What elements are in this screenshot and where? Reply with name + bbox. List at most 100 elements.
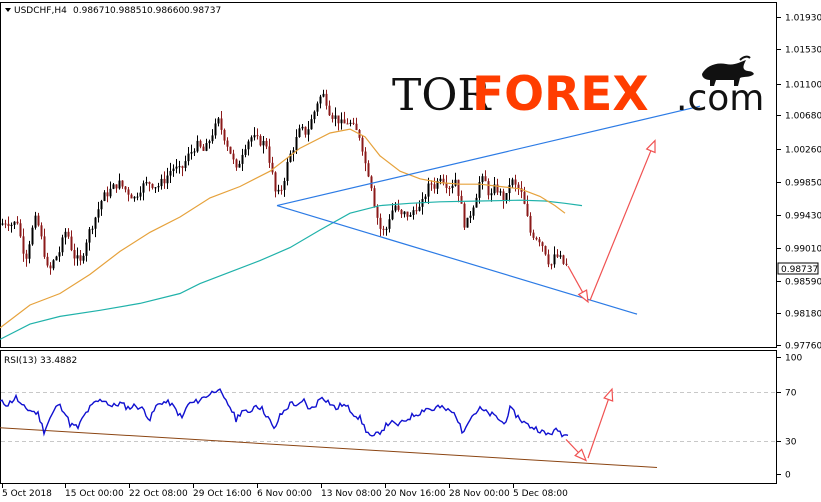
time-tick-8: 28 Nov 00:00: [449, 489, 510, 499]
price-trendline-1: [276, 105, 701, 207]
candle-body: [451, 185, 454, 189]
price-panel-frame: [0, 2, 777, 348]
last-price-label: 0.98737: [781, 265, 818, 275]
candle-body: [427, 183, 430, 197]
candle-body: [250, 137, 253, 142]
candle-body: [535, 237, 538, 240]
candle-body: [76, 255, 79, 259]
candle-body: [244, 149, 247, 155]
candle-body: [289, 153, 292, 162]
rsi-tick-0: 0: [785, 471, 791, 481]
candle-body: [139, 192, 142, 197]
candle-body: [310, 119, 313, 130]
price-tick-1: 1.01930: [785, 14, 821, 24]
rsi-forecast-arrow-1-shaft: [565, 438, 579, 453]
rsi-trendline-1: [0, 427, 658, 468]
close-value: 0.98737: [184, 6, 221, 16]
collapse-triangle-icon[interactable]: [5, 8, 11, 12]
trendlines-layer: [276, 105, 701, 315]
candle-body: [379, 217, 382, 229]
candle-body: [169, 171, 172, 176]
candle-body: [367, 163, 370, 177]
candle-body: [223, 129, 226, 141]
candle-body: [487, 181, 490, 196]
candle-body: [226, 140, 229, 147]
time-tick-1: 5 Oct 2018: [2, 489, 52, 499]
candle-body: [481, 176, 484, 183]
candle-body: [220, 118, 223, 130]
candle-body: [202, 146, 205, 151]
candle-body: [196, 140, 199, 152]
high-value: 0.98851: [110, 6, 147, 16]
rsi-panel-frame: [0, 350, 777, 484]
open-value: 0.98671: [73, 6, 110, 16]
candle-body: [199, 140, 202, 147]
candle-body: [61, 237, 64, 253]
candle-body: [43, 236, 46, 257]
candle-body: [292, 150, 295, 154]
candle-body: [148, 182, 151, 184]
candle-body: [82, 255, 85, 261]
candle-body: [253, 135, 256, 138]
candle-body: [88, 229, 91, 243]
rsi-forecast-arrow-1: [565, 438, 588, 462]
candle-body: [190, 152, 193, 154]
candle-body: [517, 184, 520, 189]
candle-body: [304, 126, 307, 135]
candle-body: [130, 194, 133, 199]
candle-body: [511, 179, 514, 186]
time-axis: 5 Oct 2018 15 Oct 00:00 22 Oct 08:00 29 …: [2, 484, 568, 499]
candle-body: [235, 159, 238, 168]
candle-body: [541, 242, 544, 247]
candle-body: [295, 136, 298, 151]
candle-body: [523, 191, 526, 204]
rsi-title: RSI(13): [4, 356, 37, 366]
candle-body: [277, 189, 280, 192]
candle-body: [214, 123, 217, 136]
candle-body: [166, 175, 169, 184]
candle-body: [187, 153, 190, 162]
candle-body: [502, 191, 505, 201]
candle-body: [238, 163, 241, 168]
candle-body: [343, 119, 346, 124]
moving-averages-layer: [0, 128, 583, 340]
candle-body: [46, 256, 49, 266]
candle-body: [322, 93, 325, 97]
candle-body: [268, 146, 271, 163]
candle-body: [445, 183, 448, 188]
rsi-forecast-arrow-2-shaft: [587, 399, 609, 459]
candle-body: [412, 210, 415, 215]
price-tick-4: 1.00680: [785, 112, 821, 122]
candle-body: [208, 141, 211, 144]
candle-body: [508, 185, 511, 194]
candle-body: [547, 254, 550, 265]
candle-body: [121, 180, 124, 187]
candle-body: [406, 211, 409, 217]
candle-body: [388, 219, 391, 229]
candle-body: [448, 187, 451, 189]
last-price-tag: 0.98737: [777, 262, 819, 275]
candle-body: [382, 228, 385, 230]
candle-body: [94, 217, 97, 229]
candle-body: [376, 206, 379, 218]
candle-body: [97, 209, 100, 218]
time-tick-5: 6 Nov 00:00: [257, 489, 312, 499]
rsi-tick-70: 70: [785, 389, 797, 399]
candle-body: [301, 126, 304, 129]
price-tick-5: 1.00260: [785, 146, 821, 156]
price-forecast-arrow-1: [567, 265, 589, 304]
bull-logo-icon: [702, 55, 754, 86]
rsi-layer: [0, 388, 658, 468]
candle-body: [472, 207, 475, 216]
candle-body: [505, 193, 508, 201]
candle-body: [22, 236, 25, 254]
time-tick-9: 5 Dec 08:00: [513, 489, 568, 499]
candle-body: [385, 228, 388, 230]
price-tick-3: 1.01100: [785, 81, 821, 91]
candle-body: [409, 214, 412, 217]
candle-body: [256, 135, 259, 137]
ma-slow-line: [0, 199, 583, 340]
rsi-header: RSI(13) 33.4882: [4, 356, 77, 366]
price-forecast-arrow-2-head: [645, 139, 656, 154]
